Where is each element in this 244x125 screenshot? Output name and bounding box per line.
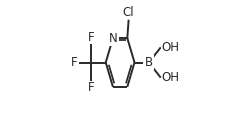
Text: OH: OH bbox=[161, 41, 179, 54]
Text: F: F bbox=[88, 31, 95, 44]
Text: B: B bbox=[145, 56, 153, 69]
Text: Cl: Cl bbox=[123, 6, 134, 19]
Text: F: F bbox=[71, 56, 78, 69]
Text: OH: OH bbox=[161, 71, 179, 84]
Text: F: F bbox=[88, 81, 95, 94]
Text: N: N bbox=[109, 32, 117, 45]
